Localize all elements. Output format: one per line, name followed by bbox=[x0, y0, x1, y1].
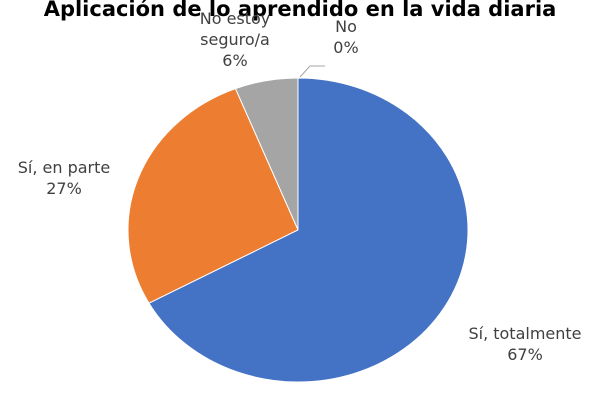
slice-label: Sí, totalmente 67% bbox=[455, 323, 595, 365]
category-label: No estoy seguro/a bbox=[199, 9, 271, 49]
leader-line bbox=[299, 65, 325, 78]
category-label: Sí, en parte bbox=[17, 158, 111, 177]
pie-slice bbox=[148, 77, 469, 383]
slice-label: Sí, en parte 27% bbox=[4, 157, 124, 199]
pie-slice bbox=[127, 88, 299, 304]
slice-label: No estoy seguro/a 6% bbox=[197, 8, 273, 71]
category-label: No bbox=[335, 17, 357, 36]
category-label: Sí, totalmente bbox=[468, 324, 582, 343]
value-label: 67% bbox=[507, 345, 543, 364]
chart-title: Aplicación de lo aprendido en la vida di… bbox=[44, 0, 557, 21]
value-label: 6% bbox=[222, 51, 248, 70]
slice-label: No 0% bbox=[321, 16, 371, 58]
value-label: 0% bbox=[333, 38, 359, 57]
value-label: 27% bbox=[46, 179, 82, 198]
